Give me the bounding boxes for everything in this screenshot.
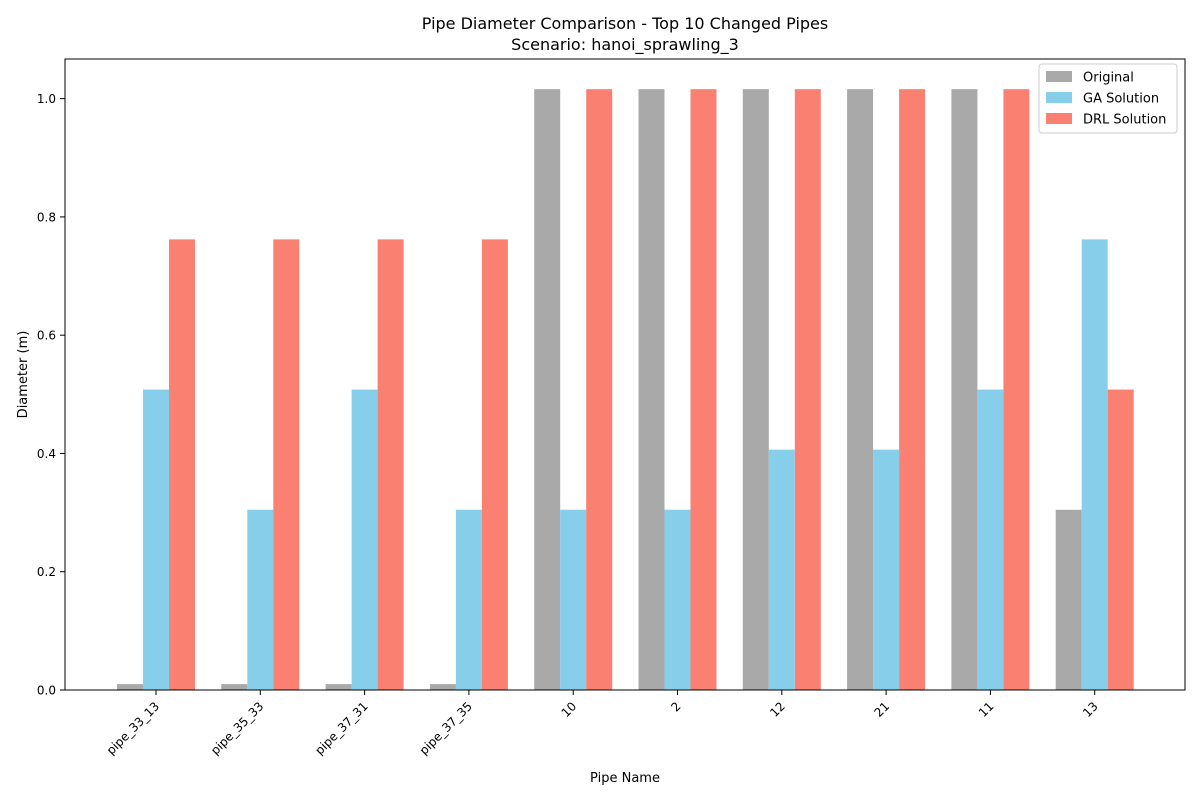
legend: Original GA Solution DRL Solution [1038,63,1178,134]
x-axis-label: Pipe Name [590,771,660,786]
bar-ga-solution-pipe-37-31 [351,389,378,690]
y-axis: 0.0 0.2 0.4 0.6 0.8 1.0 [37,92,65,698]
bar-drl-solution-pipe-35-33 [273,239,300,690]
bar-ga-solution-pipe-37-35 [455,509,482,690]
bar-ga-solution-13 [1081,239,1108,690]
plot-frame [64,58,1186,691]
bar-drl-solution-pipe-37-31 [377,239,404,690]
y-tick-label: 0.2 [37,565,56,579]
bar-original-13 [1055,509,1082,690]
legend-swatch-drl-solution [1046,113,1072,124]
bar-ga-solution-12 [768,449,795,690]
y-tick-label: 0.4 [37,447,56,461]
bar-original-pipe-37-31 [325,684,352,690]
y-tick-label: 0.8 [37,210,56,224]
bar-drl-solution-10 [586,89,613,690]
chart-title: Pipe Diameter Comparison - Top 10 Change… [422,14,828,33]
bar-original-pipe-35-33 [221,684,248,690]
y-tick-label: 0.6 [37,329,56,343]
legend-label-ga-solution: GA Solution [1083,92,1159,107]
legend-swatch-ga-solution [1046,92,1072,103]
bar-drl-solution-13 [1107,389,1134,690]
bar-ga-solution-pipe-35-33 [247,509,274,690]
y-tick-label: 0.0 [37,684,56,698]
bar-original-10 [534,89,561,690]
legend-label-drl-solution: DRL Solution [1083,113,1166,128]
bar-original-21 [847,89,874,690]
bar-original-11 [951,89,978,690]
y-axis-label: Diameter (m) [16,331,31,419]
bar-original-pipe-37-35 [429,684,456,690]
bar-ga-solution-10 [560,509,587,690]
legend-label-original: Original [1083,71,1134,86]
legend-swatch-original [1046,71,1072,82]
bar-drl-solution-pipe-33-13 [169,239,195,690]
y-tick-label: 1.0 [37,92,56,106]
bar-original-12 [742,89,769,690]
bar-ga-solution-21 [873,449,900,690]
bars-group [117,89,1134,690]
bar-original-2 [638,89,665,690]
bar-original-pipe-33-13 [117,684,143,690]
bar-drl-solution-21 [899,89,926,690]
bar-drl-solution-pipe-37-35 [481,239,508,690]
chart-subtitle: Scenario: hanoi_sprawling_3 [511,35,739,55]
bar-drl-solution-12 [794,89,821,690]
bar-drl-solution-11 [1003,89,1030,690]
bar-ga-solution-2 [664,509,691,690]
legend-box [1038,63,1178,134]
bar-ga-solution-pipe-33-13 [143,389,169,690]
bar-ga-solution-11 [977,389,1004,690]
bar-drl-solution-2 [690,89,717,690]
